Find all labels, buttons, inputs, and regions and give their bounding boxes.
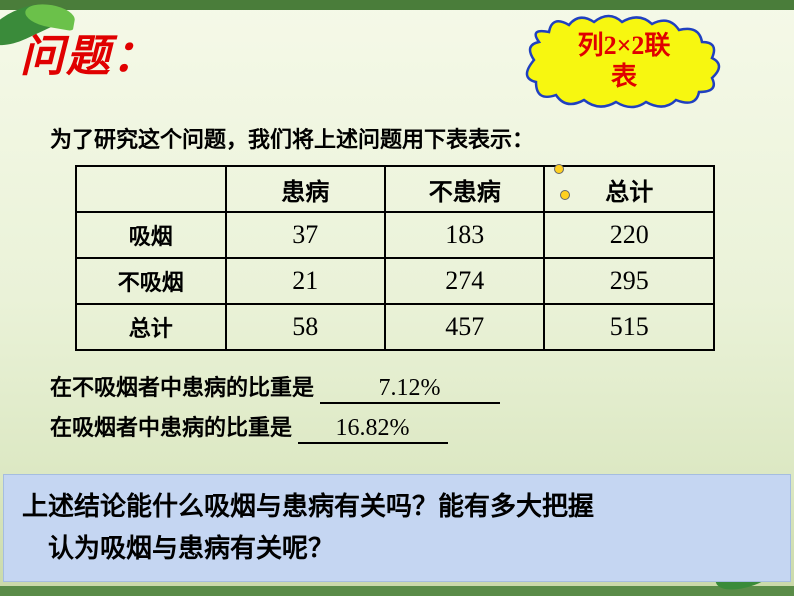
- header-col1: 患病: [226, 166, 385, 212]
- stmt2-prefix: 在吸烟者中患病的比重是: [50, 415, 292, 440]
- footer-line1: 上述结论能什么吸烟与患病有关吗？能有多大把握: [22, 486, 772, 528]
- table-header-row: 患病 不患病 总计: [76, 166, 714, 212]
- cell: 37: [226, 212, 385, 258]
- row-label: 吸烟: [76, 212, 226, 258]
- header-empty: [76, 166, 226, 212]
- table-row: 吸烟 37 183 220: [76, 212, 714, 258]
- cell: 58: [226, 304, 385, 350]
- cloud-text: 列2×2联 表: [514, 30, 734, 92]
- marker-dot: [554, 164, 564, 174]
- contingency-table: 患病 不患病 总计 吸烟 37 183 220 不吸烟 21 274 295 总…: [75, 165, 715, 351]
- cell: 274: [385, 258, 545, 304]
- header-col3: 总计: [544, 166, 714, 212]
- footer-line2: 认为吸烟与患病有关呢？: [22, 528, 772, 570]
- callout-cloud: 列2×2联 表: [514, 10, 734, 110]
- data-table: 患病 不患病 总计 吸烟 37 183 220 不吸烟 21 274 295 总…: [75, 165, 715, 351]
- cloud-line2: 表: [514, 61, 734, 92]
- table-row: 不吸烟 21 274 295: [76, 258, 714, 304]
- cell: 457: [385, 304, 545, 350]
- bottom-green-band: [0, 586, 794, 596]
- intro-sentence: 为了研究这个问题，我们将上述问题用下表表示：: [50, 122, 764, 154]
- cell: 515: [544, 304, 714, 350]
- row-label: 总计: [76, 304, 226, 350]
- table-row: 总计 58 457 515: [76, 304, 714, 350]
- cell: 21: [226, 258, 385, 304]
- cloud-line1: 列2×2联: [514, 30, 734, 61]
- slide-title: 问题：: [20, 20, 158, 84]
- cell: 220: [544, 212, 714, 258]
- row-label: 不吸烟: [76, 258, 226, 304]
- statement-nonsmoker: 在不吸烟者中患病的比重是 7.12%: [50, 370, 500, 404]
- stmt1-value: 7.12%: [320, 375, 500, 404]
- statement-smoker: 在吸烟者中患病的比重是 16.82%: [50, 410, 448, 444]
- top-green-band: [0, 0, 794, 10]
- cell: 295: [544, 258, 714, 304]
- stmt1-prefix: 在不吸烟者中患病的比重是: [50, 375, 314, 400]
- cell: 183: [385, 212, 545, 258]
- stmt2-value: 16.82%: [298, 415, 448, 444]
- footer-question-box: 上述结论能什么吸烟与患病有关吗？能有多大把握 认为吸烟与患病有关呢？: [3, 474, 791, 582]
- header-col2: 不患病: [385, 166, 545, 212]
- marker-dot: [560, 190, 570, 200]
